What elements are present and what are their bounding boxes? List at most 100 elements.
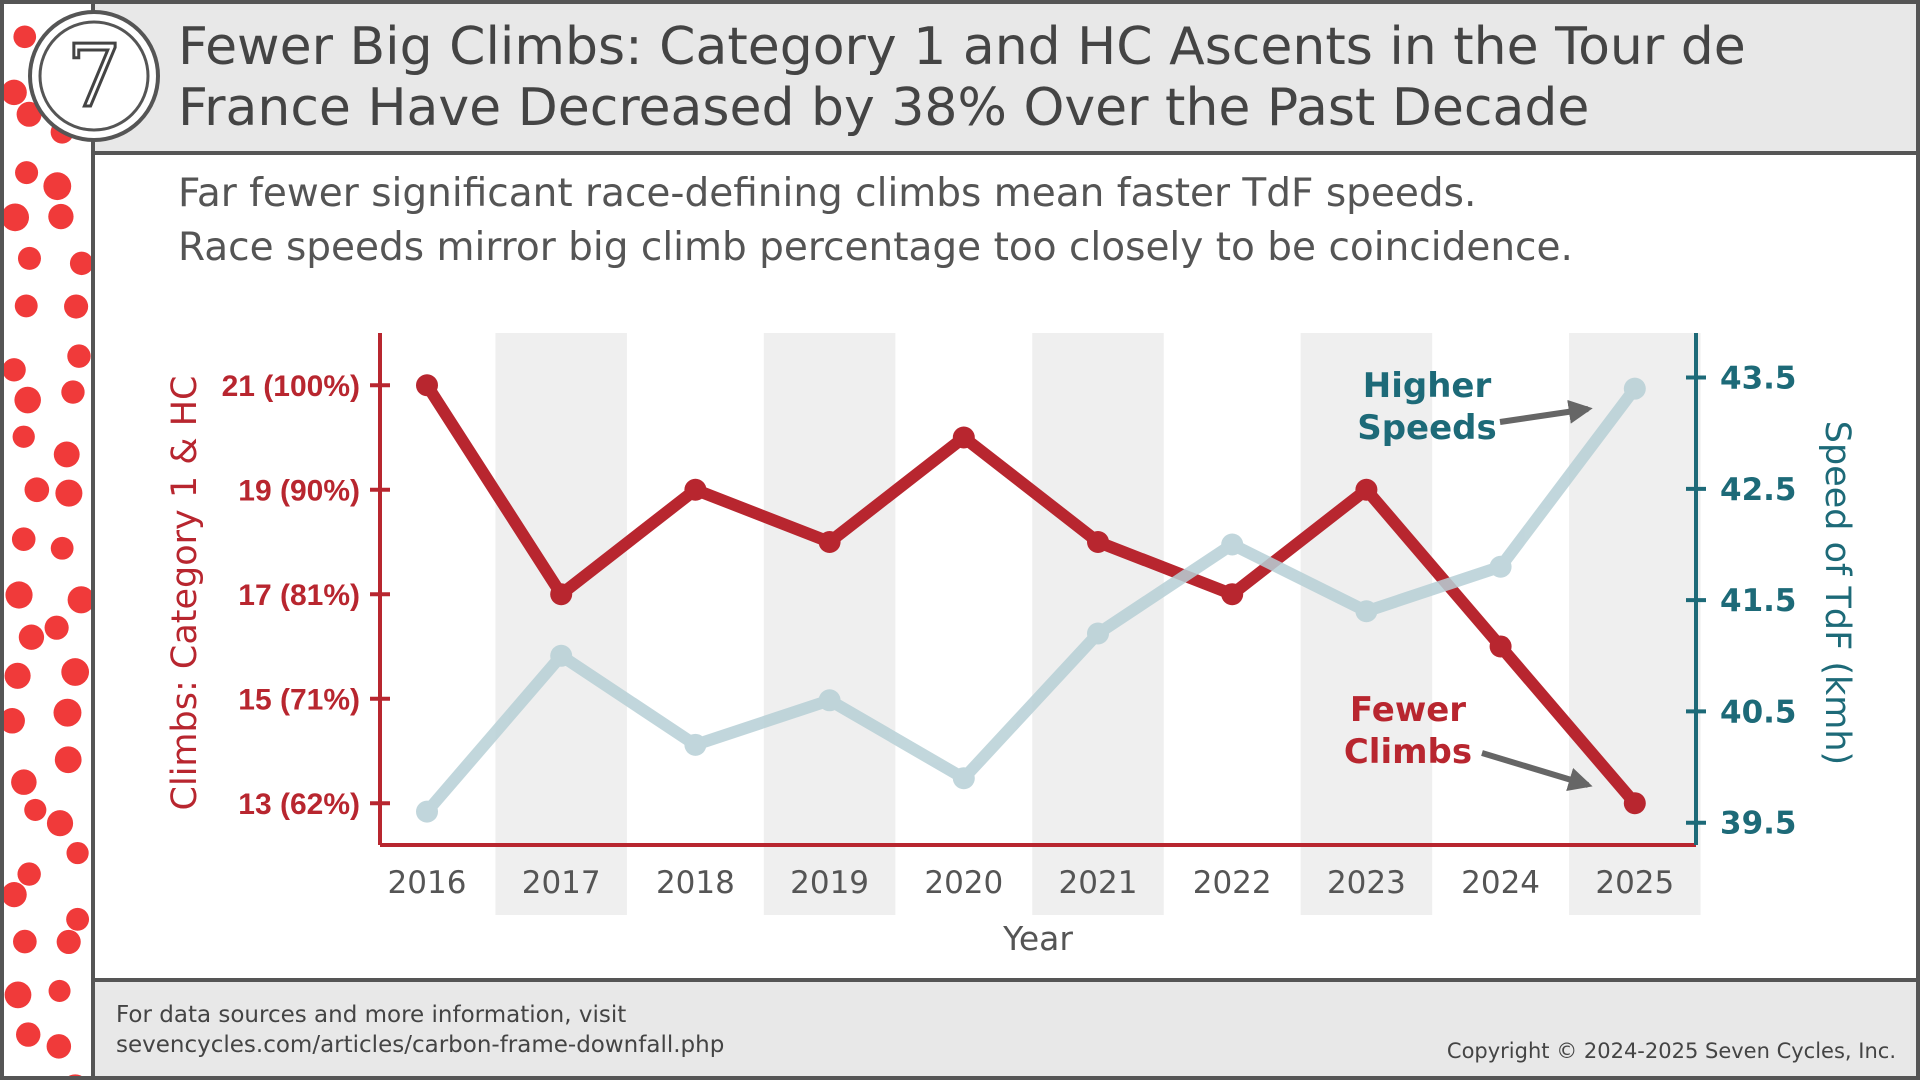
polka-dot: [14, 386, 41, 414]
polka-dot: [17, 862, 41, 886]
x-tick-label: 2025: [1595, 865, 1674, 901]
polka-dot: [46, 1034, 72, 1059]
arrow: [1481, 750, 1593, 791]
x-axis-label: Year: [1002, 919, 1073, 958]
polka-dot: [5, 581, 33, 609]
marker: [1355, 478, 1378, 501]
polka-dot: [17, 246, 41, 270]
polka-dot: [2, 358, 26, 382]
x-tick-label: 2019: [790, 865, 869, 901]
marker: [1221, 583, 1244, 606]
subtitle: Far fewer significant race-defining clim…: [178, 171, 1476, 216]
marker: [550, 644, 573, 667]
y2-tick-label: 41.5: [1720, 583, 1797, 619]
polka-dot: [24, 477, 50, 503]
footer-band: [93, 980, 1920, 1080]
arrow: [1499, 399, 1593, 425]
x-tick-label: 2018: [656, 865, 735, 901]
polka-dot: [66, 841, 89, 865]
polka-dot: [54, 746, 82, 774]
x-tick-label: 2021: [1059, 865, 1138, 901]
polka-dot: [61, 658, 90, 686]
y-tick-label: 15 (71%): [238, 684, 360, 717]
marker: [1623, 792, 1646, 815]
marker: [818, 530, 841, 553]
logo: 7: [67, 27, 122, 127]
y2-tick-label: 39.5: [1720, 806, 1797, 842]
polka-dot: [15, 161, 39, 185]
polka-dot: [11, 769, 37, 795]
polka-dot: [14, 294, 38, 318]
line: [421, 382, 1640, 808]
band: [495, 333, 627, 915]
y2-tick-label: 40.5: [1720, 694, 1797, 730]
line: [422, 385, 1640, 816]
band: [1569, 333, 1701, 915]
marker: [1623, 377, 1646, 400]
polka-dot: [61, 380, 85, 404]
header-band: [93, 0, 1920, 153]
marker: [1489, 635, 1512, 658]
plot: 2016 2017 2018 2019 2020 2021 2022 2023 2024 2025…: [165, 333, 1857, 958]
x-tick-label: 2023: [1327, 865, 1406, 901]
marker: [416, 800, 438, 823]
source-note: sevencycles.com/articles/carbon-frame-do…: [116, 1032, 724, 1058]
polka-dot: [11, 527, 36, 551]
copyright: Copyright © 2024-2025 Seven Cycles, Inc.: [1447, 1039, 1896, 1063]
polka-dot: [64, 294, 89, 319]
y-tick-label: 21 (100%): [222, 370, 360, 403]
polka-dot: [0, 708, 25, 734]
series-label: Higher Speeds: [1357, 366, 1497, 448]
polka-dot: [18, 624, 45, 650]
x-tick-label: 2024: [1461, 865, 1540, 901]
polka-dot: [1, 203, 30, 232]
band: [763, 333, 896, 915]
polka-dot: [50, 536, 74, 560]
marker: [550, 583, 573, 606]
x-tick-label: 2017: [522, 865, 601, 901]
polka-dot: [13, 929, 37, 954]
x-tick-label: 2016: [388, 865, 467, 901]
marker: [952, 426, 975, 449]
marker: [684, 478, 707, 501]
y-tick-label: 17 (81%): [238, 579, 360, 612]
subtitle: Race speeds mirror big climb percentage …: [178, 225, 1573, 270]
y-tick-label: 13 (62%): [238, 788, 360, 821]
polka-dot: [1, 79, 27, 106]
polka-dot: [16, 1022, 41, 1047]
polka-dot: [12, 425, 35, 448]
polka-dot: [66, 907, 90, 931]
polka-dot: [4, 662, 31, 689]
source-note: For data sources and more information, v…: [116, 1002, 626, 1028]
band: [1300, 333, 1433, 915]
marker: [818, 689, 841, 712]
marker: [1087, 622, 1109, 645]
marker: [952, 767, 975, 790]
marker: [1087, 530, 1109, 553]
polka-dot: [44, 615, 69, 640]
polka-dot: [67, 344, 91, 368]
polka-dot: [46, 810, 74, 837]
polka-dot: [4, 981, 32, 1009]
series: [416, 377, 1646, 823]
polka-dot: [69, 251, 94, 276]
series: [416, 374, 1646, 815]
y2-axis-label: Speed of TdF (kmh): [1817, 421, 1857, 765]
x-tick-label: 2022: [1193, 865, 1272, 901]
polka-dot: [24, 798, 47, 822]
series-label: Fewer Climbs: [1344, 690, 1472, 772]
marker: [416, 374, 438, 397]
polka-dot: [53, 441, 80, 468]
marker: [684, 733, 707, 756]
polka-dot: [56, 929, 81, 954]
polka-dot: [13, 25, 37, 49]
polka-dot: [16, 101, 42, 127]
y-axis-label: Climbs: Category 1 & HC: [165, 376, 205, 811]
y2-tick-label: 43.5: [1720, 361, 1797, 397]
y2-tick-label: 42.5: [1720, 472, 1797, 508]
polka-dot: [43, 172, 72, 201]
chart-title: France Have Decreased by 38% Over the Pa…: [178, 78, 1589, 138]
polka-dot: [53, 698, 82, 727]
